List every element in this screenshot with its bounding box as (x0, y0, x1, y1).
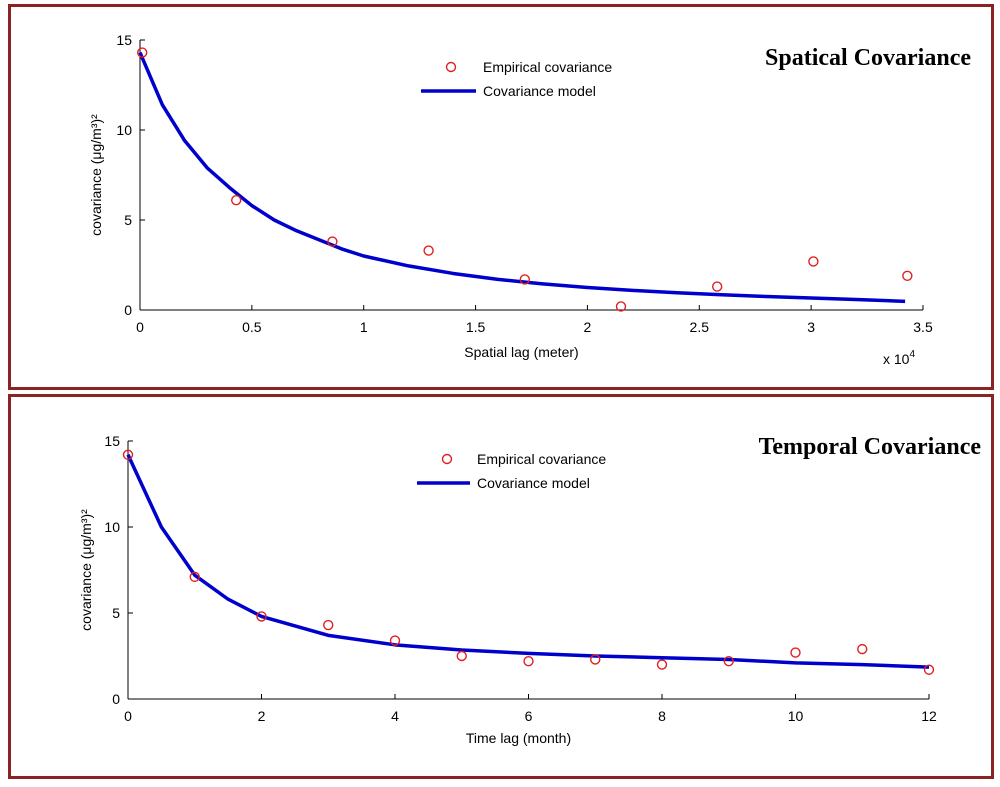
empirical-covariance-point (137, 47, 148, 58)
empirical-covariance-point (711, 281, 723, 292)
empirical-covariance-point (902, 270, 913, 281)
x-axis-label: Spatial lag (meter) (464, 344, 578, 360)
empirical-covariance-point (456, 650, 467, 662)
empirical-covariance-point (723, 655, 734, 667)
empirical-covariance-point (923, 664, 935, 675)
empirical-covariance-point (327, 236, 338, 247)
empirical-covariance-point (523, 655, 534, 667)
x-tick-label: 10 (788, 708, 804, 724)
x-tick-label: 4 (391, 708, 399, 724)
y-axis-label: covariance (μg/m³)² (78, 509, 94, 631)
empirical-covariance-point (656, 659, 668, 670)
y-tick-label: 15 (116, 32, 132, 48)
empirical-covariance-point (122, 449, 134, 460)
legend-marker-empirical (441, 453, 453, 465)
temporal-covariance-panel: 0 2 4 6 8 10 12 0 5 10 15 Time lag (month) covarianc… (8, 394, 994, 779)
y-tick-label: 10 (116, 122, 132, 138)
empirical-covariance-point (323, 619, 334, 631)
empirical-covariance-point (189, 571, 200, 583)
temporal-covariance-chart: 0 2 4 6 8 10 12 0 5 10 15 Time lag (month) covarianc… (78, 433, 982, 746)
y-tick-label: 5 (124, 212, 132, 228)
x-tick-label: 0 (124, 708, 132, 724)
x-tick-label: 0 (136, 319, 144, 335)
empirical-covariance-point (230, 194, 242, 206)
covariance-model-line (126, 454, 930, 669)
x-tick-label: 6 (525, 708, 533, 724)
legend-label-empirical: Empirical covariance (477, 451, 606, 467)
spatial-covariance-chart: 0 0.5 1 1.5 2 2.5 3 3.5 0 5 10 15 Spatial lag (meter… (88, 32, 971, 367)
legend-marker-empirical (445, 61, 457, 73)
empirical-covariance-point (423, 245, 434, 256)
empirical-covariance-point (389, 635, 401, 646)
spatial-covariance-panel: 0 0.5 1 1.5 2 2.5 3 3.5 0 5 10 15 Spatial lag (meter… (8, 4, 994, 390)
x-tick-label: 0.5 (242, 319, 262, 335)
empirical-covariance-point (857, 643, 868, 655)
y-tick-label: 10 (104, 519, 120, 535)
x-axis-label: Time lag (month) (466, 730, 571, 746)
y-tick-label: 0 (112, 691, 120, 707)
empirical-covariance-point (808, 256, 819, 267)
legend-label-model: Covariance model (477, 475, 590, 491)
empirical-covariance-point (590, 654, 601, 665)
y-axis-label: covariance (μg/m³)² (88, 114, 104, 236)
x-tick-label: 3 (807, 319, 815, 335)
x-axis-multiplier: x 104 (883, 349, 915, 367)
x-tick-label: 1.5 (466, 319, 486, 335)
x-tick-label: 2 (258, 708, 266, 724)
empirical-covariance-point (615, 301, 627, 312)
x-tick-label: 1 (360, 319, 368, 335)
legend-label-empirical: Empirical covariance (483, 59, 612, 75)
x-tick-label: 8 (658, 708, 666, 724)
legend-label-model: Covariance model (483, 83, 596, 99)
y-tick-label: 5 (112, 605, 120, 621)
covariance-model-line (138, 51, 906, 304)
x-tick-label: 3.5 (913, 319, 933, 335)
y-tick-label: 15 (104, 433, 120, 449)
empirical-covariance-point (256, 611, 267, 622)
x-tick-label: 2 (584, 319, 592, 335)
empirical-covariance-point (519, 274, 530, 285)
x-tick-label: 2.5 (690, 319, 710, 335)
empirical-covariance-point (790, 647, 801, 658)
chart-title: Spatical Covariance (765, 45, 971, 71)
chart-title: Temporal Covariance (759, 434, 982, 460)
x-tick-label: 12 (921, 708, 937, 724)
y-tick-label: 0 (124, 302, 132, 318)
